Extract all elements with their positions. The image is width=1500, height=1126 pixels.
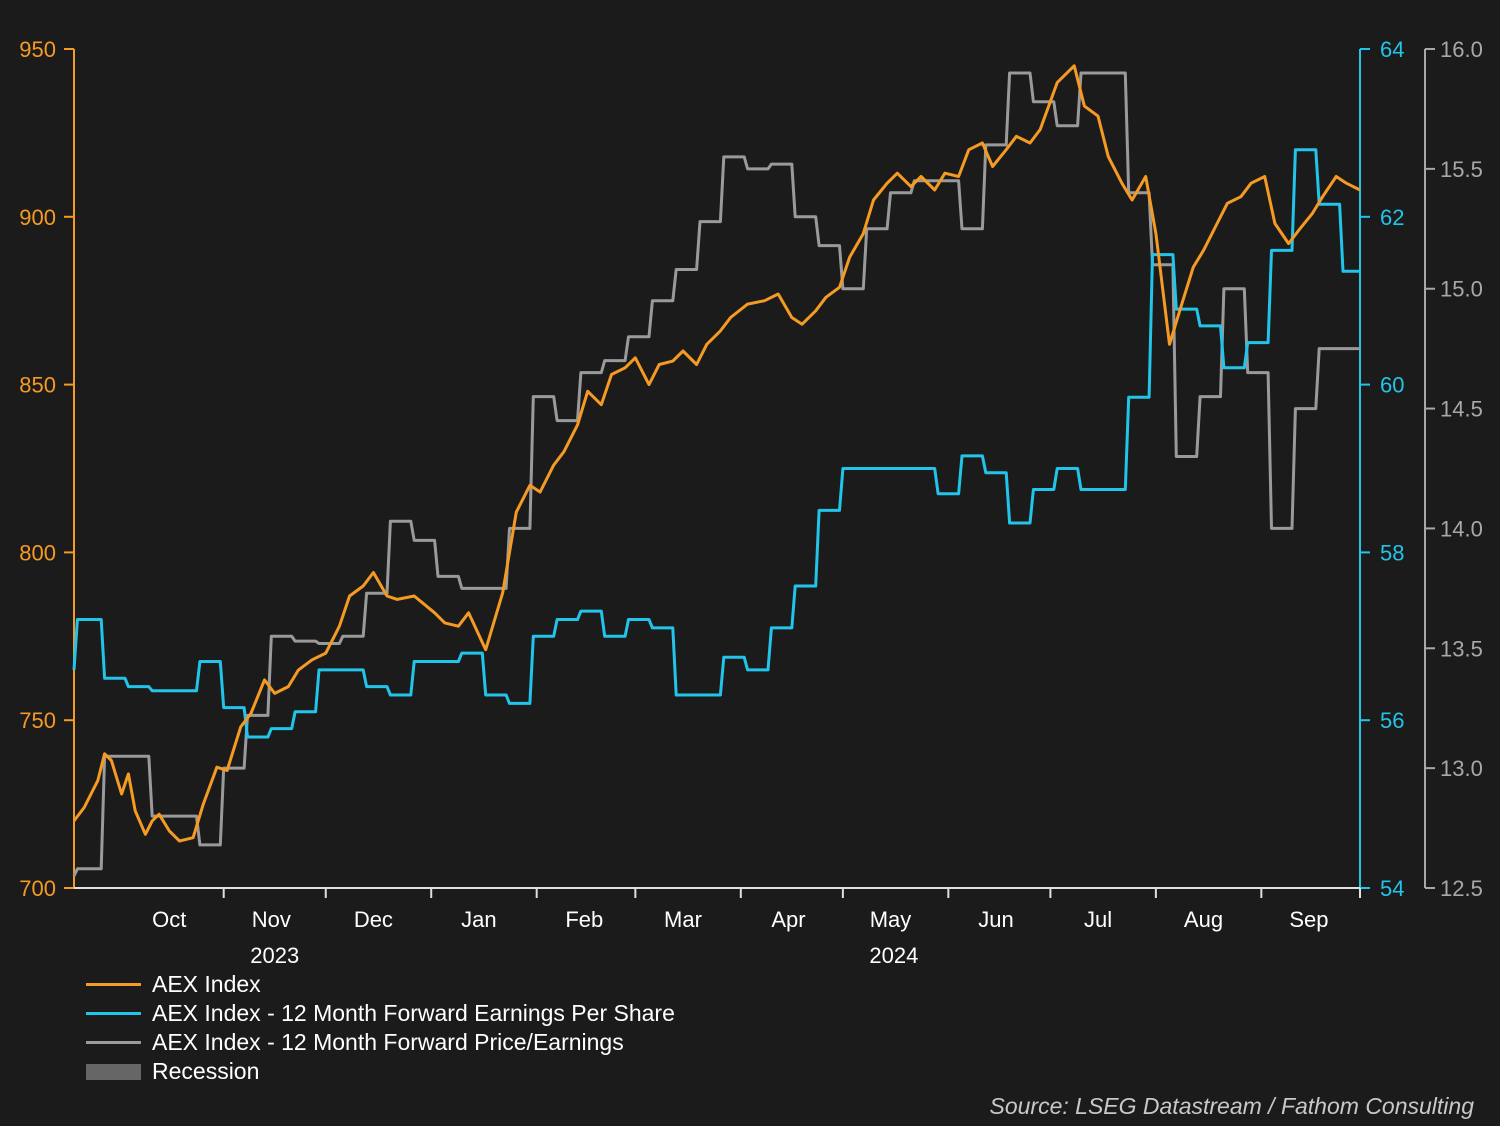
series-line-right1 [72, 148, 1360, 739]
right-axis-pe-tick-label: 16.0 [1440, 37, 1483, 62]
legend-label: AEX Index - 12 Month Forward Price/Earni… [152, 1029, 624, 1055]
right-axis-eps-tick-label: 58 [1380, 540, 1404, 565]
legend-item-pe: AEX Index - 12 Month Forward Price/Earni… [86, 1028, 675, 1057]
left-axis-tick-label: 750 [19, 708, 56, 733]
right-axis-pe-tick-label: 14.5 [1440, 397, 1483, 422]
left-axis-tick-label: 700 [19, 876, 56, 901]
legend-swatch [86, 1041, 141, 1044]
legend-swatch [86, 1012, 141, 1015]
left-axis-tick-label: 950 [19, 37, 56, 62]
x-axis-month-label: Apr [771, 907, 805, 932]
right-axis-eps-tick-label: 64 [1380, 37, 1404, 62]
right-axis-pe-tick-label: 14.0 [1440, 516, 1483, 541]
right-axis-eps-tick-label: 62 [1380, 205, 1404, 230]
right-axis-eps-tick-label: 60 [1380, 373, 1404, 398]
x-axis-year-label: 2024 [869, 943, 918, 968]
left-axis-tick-label: 800 [19, 540, 56, 565]
legend-label: Recession [152, 1058, 260, 1084]
x-axis-year-label: 2023 [250, 943, 299, 968]
x-axis-month-label: May [870, 907, 912, 932]
series-line-left [72, 64, 1361, 843]
legend: AEX Index AEX Index - 12 Month Forward E… [86, 970, 675, 1086]
x-axis-month-label: Jun [978, 907, 1013, 932]
x-axis-month-label: Dec [354, 907, 393, 932]
legend-item-aex-index: AEX Index [86, 970, 675, 999]
axes: 700 750 800 850 900 950 54 56 58 60 62 64 12.5 13.0 13… [19, 37, 1483, 968]
legend-item-eps: AEX Index - 12 Month Forward Earnings Pe… [86, 999, 675, 1028]
series-layer [72, 64, 1361, 877]
source-note: Source: LSEG Datastream / Fathom Consult… [989, 1093, 1475, 1119]
right-axis-pe-tick-label: 12.5 [1440, 876, 1483, 901]
x-axis-month-label: Jan [461, 907, 496, 932]
x-axis-month-label: Jul [1084, 907, 1112, 932]
right-axis-pe-tick-label: 15.5 [1440, 157, 1483, 182]
x-axis-month-label: Feb [565, 907, 603, 932]
right-axis-eps-tick-label: 54 [1380, 876, 1404, 901]
legend-swatch [86, 983, 141, 986]
series-line-right2 [72, 71, 1360, 877]
legend-label: AEX Index - 12 Month Forward Earnings Pe… [152, 1000, 675, 1026]
x-axis-month-label: Mar [664, 907, 702, 932]
left-axis-tick-label: 850 [19, 373, 56, 398]
left-axis-tick-label: 900 [19, 205, 56, 230]
legend-swatch [86, 1063, 141, 1080]
right-axis-pe-tick-label: 13.0 [1440, 756, 1483, 781]
x-axis-month-label: Sep [1289, 907, 1328, 932]
x-axis-month-label: Aug [1184, 907, 1223, 932]
right-axis-pe-tick-label: 13.5 [1440, 636, 1483, 661]
right-axis-eps-tick-label: 56 [1380, 708, 1404, 733]
legend-label: AEX Index [152, 971, 261, 997]
right-axis-pe-tick-label: 15.0 [1440, 277, 1483, 302]
legend-item-recession: Recession [86, 1057, 675, 1086]
x-axis-month-label: Nov [252, 907, 291, 932]
x-axis-month-label: Oct [152, 907, 186, 932]
